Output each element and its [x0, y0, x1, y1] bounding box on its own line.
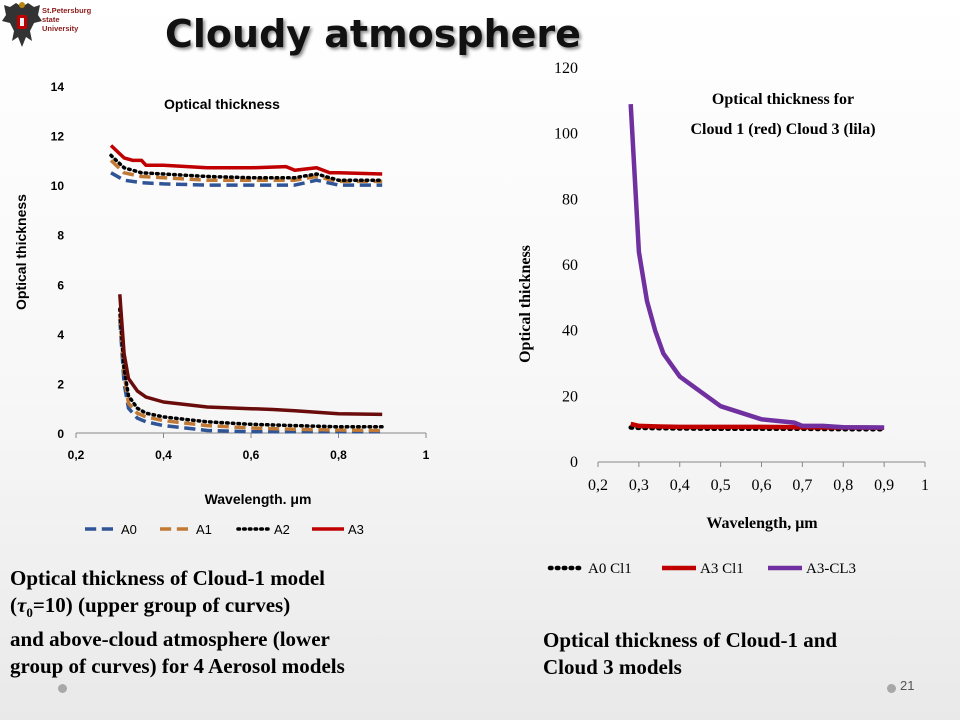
caption-text: (	[10, 593, 17, 617]
y-axis-label: Optical thickness	[517, 245, 534, 363]
left-caption: Optical thickness of Cloud-1 model (τ0=1…	[10, 565, 345, 680]
x-tick-label: 0,3	[629, 477, 649, 494]
x-tick-label: 0,8	[330, 448, 347, 462]
x-axis-label: Wavelength. μm	[205, 491, 312, 507]
y-tick-label: 6	[57, 278, 64, 292]
x-tick-label: 0,7	[792, 477, 812, 494]
legend-label: A3-CL3	[806, 561, 856, 577]
y-tick-label: 2	[57, 377, 64, 391]
caption-line: Cloud 3 models	[543, 655, 682, 679]
x-axis-label: Wavelength, μm	[706, 515, 818, 532]
caption-line: Optical thickness of Cloud-1 model	[10, 566, 326, 590]
x-tick-label: 0,4	[670, 477, 690, 494]
x-tick-label: 0,6	[752, 477, 772, 494]
y-tick-label: 12	[51, 130, 65, 144]
x-tick-label: 0,5	[711, 477, 731, 494]
chart-title: Optical thickness	[164, 96, 280, 112]
legend-label: A0 Cl1	[588, 561, 632, 577]
x-tick-label: 0,9	[874, 477, 894, 494]
chart-title-line-1: Optical thickness for	[712, 91, 854, 108]
series-line-a2-lower	[118, 307, 384, 429]
series-line-a3-lower	[118, 294, 383, 417]
logo-line: state	[42, 15, 60, 24]
y-tick-label: 4	[57, 328, 64, 342]
y-tick-label: 40	[562, 323, 578, 340]
x-tick-label: 1	[921, 477, 929, 494]
y-tick-label: 0	[57, 427, 64, 441]
y-tick-label: 120	[554, 60, 578, 77]
series-line-a1-lower	[118, 313, 383, 433]
x-tick-label: 0,6	[243, 448, 260, 462]
slide-title: Cloudy atmosphere	[165, 12, 581, 56]
logo-line: St.Petersburg	[42, 6, 92, 15]
series-line-a1-upper	[109, 159, 383, 184]
right-caption: Optical thickness of Cloud-1 and Cloud 3…	[543, 627, 837, 681]
caption-line: (τ0=10) (upper group of curves)	[10, 592, 345, 626]
legend-label: A3 Cl1	[700, 561, 744, 577]
y-tick-label: 100	[554, 126, 578, 143]
y-tick-label: 10	[51, 179, 65, 193]
y-tick-label: 0	[570, 454, 578, 471]
caption-line: group of curves) for 4 Aerosol models	[10, 654, 345, 679]
caption-text: =10) (upper group of curves)	[32, 593, 291, 617]
double-eagle-crest-icon	[2, 2, 42, 47]
y-axis-label: Optical thickness	[13, 194, 29, 310]
caption-line: Optical thickness of Cloud-1 and	[543, 628, 838, 652]
y-tick-label: 20	[562, 388, 578, 405]
legend-label: A2	[274, 522, 290, 537]
y-tick-label: 60	[562, 257, 578, 274]
series-line-a0-upper	[110, 171, 383, 187]
legend-label: A0	[121, 522, 137, 537]
y-tick-label: 80	[562, 191, 578, 208]
x-tick-label: 0,2	[68, 448, 85, 462]
series-line-a3-cl3	[628, 103, 885, 430]
x-tick-label: 0,4	[155, 448, 172, 462]
logo-line: University	[42, 24, 79, 33]
tau-symbol: τ	[17, 593, 27, 617]
y-tick-label: 8	[57, 229, 64, 243]
series-line-a3-upper	[109, 144, 383, 176]
slide-dot-left	[58, 684, 67, 693]
university-logo: St.Petersburg state University	[0, 0, 100, 52]
x-tick-label: 0,2	[588, 477, 608, 494]
x-tick-label: 1	[423, 448, 430, 462]
x-tick-label: 0,8	[833, 477, 853, 494]
y-tick-label: 14	[51, 80, 65, 94]
tau-subscript: 0	[26, 605, 33, 621]
slide-number: 21	[900, 678, 915, 693]
series-line-a2-upper	[109, 153, 384, 182]
slide-dot-right	[887, 684, 896, 693]
chart-title-line-2: Cloud 1 (red) Cloud 3 (lila)	[690, 121, 875, 138]
caption-line: and above-cloud atmosphere (lower	[10, 627, 330, 652]
legend-label: A3	[348, 522, 364, 537]
legend-label: A1	[196, 522, 212, 537]
